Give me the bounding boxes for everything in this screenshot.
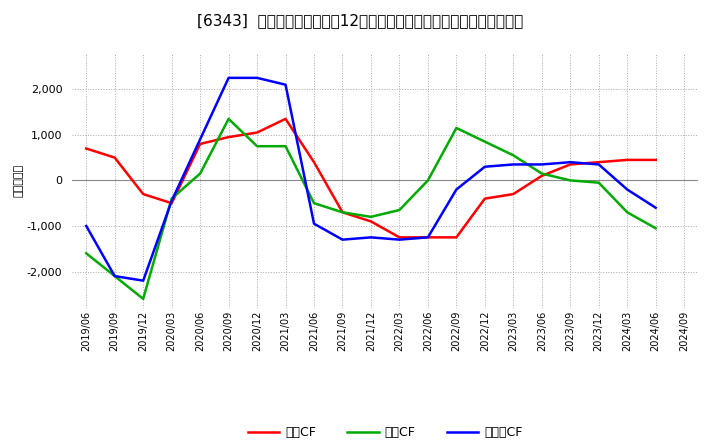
投資CF [423, 178, 432, 183]
Line: フリーCF: フリーCF [86, 78, 656, 281]
フリーCF [595, 162, 603, 167]
投資CF [282, 143, 290, 149]
フリーCF [652, 205, 660, 210]
営業CF [366, 219, 375, 224]
営業CF [652, 157, 660, 162]
フリーCF [395, 237, 404, 242]
フリーCF [509, 162, 518, 167]
営業CF [566, 162, 575, 167]
Text: [6343]  キャッシュフローの12か月移動合計の対前年同期増減額の推移: [6343] キャッシュフローの12か月移動合計の対前年同期増減額の推移 [197, 13, 523, 28]
投資CF [82, 251, 91, 256]
投資CF [196, 171, 204, 176]
フリーCF [366, 235, 375, 240]
フリーCF [82, 224, 91, 229]
営業CF [480, 196, 489, 201]
営業CF [395, 235, 404, 240]
営業CF [595, 160, 603, 165]
フリーCF [110, 273, 119, 279]
フリーCF [480, 164, 489, 169]
フリーCF [253, 75, 261, 81]
営業CF [310, 160, 318, 165]
営業CF [110, 155, 119, 160]
投資CF [452, 125, 461, 131]
営業CF [167, 201, 176, 206]
投資CF [110, 273, 119, 279]
営業CF [423, 235, 432, 240]
投資CF [253, 143, 261, 149]
営業CF [623, 157, 631, 162]
フリーCF [167, 198, 176, 204]
投資CF [566, 178, 575, 183]
フリーCF [566, 160, 575, 165]
フリーCF [196, 137, 204, 142]
投資CF [338, 210, 347, 215]
営業CF [139, 191, 148, 197]
営業CF [82, 146, 91, 151]
フリーCF [338, 237, 347, 242]
投資CF [395, 207, 404, 213]
営業CF [452, 235, 461, 240]
投資CF [366, 214, 375, 220]
Y-axis label: （百万円）: （百万円） [14, 164, 24, 197]
投資CF [509, 153, 518, 158]
営業CF [225, 135, 233, 140]
フリーCF [310, 221, 318, 226]
営業CF [196, 141, 204, 147]
Line: 投資CF: 投資CF [86, 119, 656, 299]
投資CF [167, 196, 176, 201]
投資CF [652, 226, 660, 231]
営業CF [338, 210, 347, 215]
営業CF [282, 116, 290, 121]
投資CF [310, 201, 318, 206]
フリーCF [225, 75, 233, 81]
フリーCF [452, 187, 461, 192]
フリーCF [139, 278, 148, 283]
営業CF [509, 191, 518, 197]
投資CF [623, 210, 631, 215]
投資CF [595, 180, 603, 185]
営業CF [253, 130, 261, 135]
フリーCF [623, 187, 631, 192]
Line: 営業CF: 営業CF [86, 119, 656, 237]
Legend: 営業CF, 投資CF, フリーCF: 営業CF, 投資CF, フリーCF [243, 422, 528, 440]
フリーCF [423, 235, 432, 240]
投資CF [537, 171, 546, 176]
投資CF [139, 296, 148, 301]
投資CF [225, 116, 233, 121]
フリーCF [537, 162, 546, 167]
フリーCF [282, 82, 290, 87]
投資CF [480, 139, 489, 144]
営業CF [537, 173, 546, 179]
